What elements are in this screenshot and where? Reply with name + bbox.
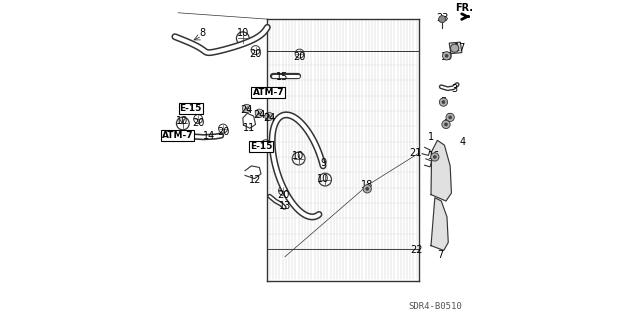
Text: 24: 24: [263, 113, 275, 123]
Text: 20: 20: [217, 127, 229, 137]
Text: SDR4-B0510: SDR4-B0510: [408, 302, 462, 311]
Text: 9: 9: [320, 158, 326, 168]
Text: E-15: E-15: [180, 104, 202, 113]
Text: 8: 8: [199, 28, 205, 39]
Text: 6: 6: [442, 119, 449, 130]
Text: 12: 12: [250, 175, 262, 185]
Text: E-15: E-15: [250, 142, 272, 151]
Text: 20: 20: [277, 189, 289, 200]
Text: 5: 5: [440, 97, 446, 107]
Polygon shape: [431, 140, 451, 201]
Text: 20: 20: [250, 49, 262, 59]
Text: ATM-7: ATM-7: [161, 131, 193, 140]
Text: 1: 1: [428, 132, 434, 142]
Text: 7: 7: [438, 250, 444, 260]
Text: 15: 15: [276, 71, 288, 82]
Circle shape: [451, 44, 459, 52]
Text: FR.: FR.: [455, 4, 473, 13]
Text: 10: 10: [292, 151, 304, 161]
Text: 22: 22: [410, 245, 422, 256]
Polygon shape: [449, 42, 462, 54]
Text: 3: 3: [451, 84, 457, 94]
Circle shape: [433, 155, 436, 159]
Text: 16: 16: [428, 151, 440, 161]
Circle shape: [365, 187, 369, 191]
Text: 20: 20: [293, 52, 306, 63]
Circle shape: [442, 52, 451, 60]
Text: 4: 4: [460, 137, 466, 147]
Text: 20: 20: [192, 118, 204, 128]
Text: 23: 23: [436, 12, 449, 23]
Text: 24: 24: [253, 110, 266, 120]
Text: 17: 17: [454, 43, 467, 53]
Text: 2: 2: [447, 113, 453, 123]
Circle shape: [442, 100, 445, 104]
Text: 24: 24: [241, 105, 253, 115]
Text: 21: 21: [410, 148, 422, 158]
Circle shape: [265, 112, 273, 121]
Circle shape: [446, 113, 454, 122]
Circle shape: [442, 120, 450, 129]
Circle shape: [255, 109, 264, 117]
Circle shape: [243, 104, 251, 113]
Text: 20: 20: [260, 143, 272, 153]
Circle shape: [448, 115, 452, 119]
Circle shape: [444, 122, 448, 126]
Circle shape: [445, 54, 449, 58]
Text: 11: 11: [243, 122, 255, 133]
Text: 10: 10: [317, 174, 330, 184]
Circle shape: [438, 16, 445, 23]
Text: ATM-7: ATM-7: [253, 88, 284, 97]
Circle shape: [431, 153, 439, 161]
Text: 10: 10: [176, 116, 188, 126]
Text: 18: 18: [361, 180, 373, 190]
Polygon shape: [431, 198, 448, 250]
Text: 14: 14: [203, 130, 216, 141]
Circle shape: [439, 98, 447, 106]
Text: 13: 13: [279, 201, 291, 211]
Circle shape: [363, 185, 371, 193]
Text: 10: 10: [237, 28, 249, 39]
Text: 19: 19: [440, 52, 452, 63]
